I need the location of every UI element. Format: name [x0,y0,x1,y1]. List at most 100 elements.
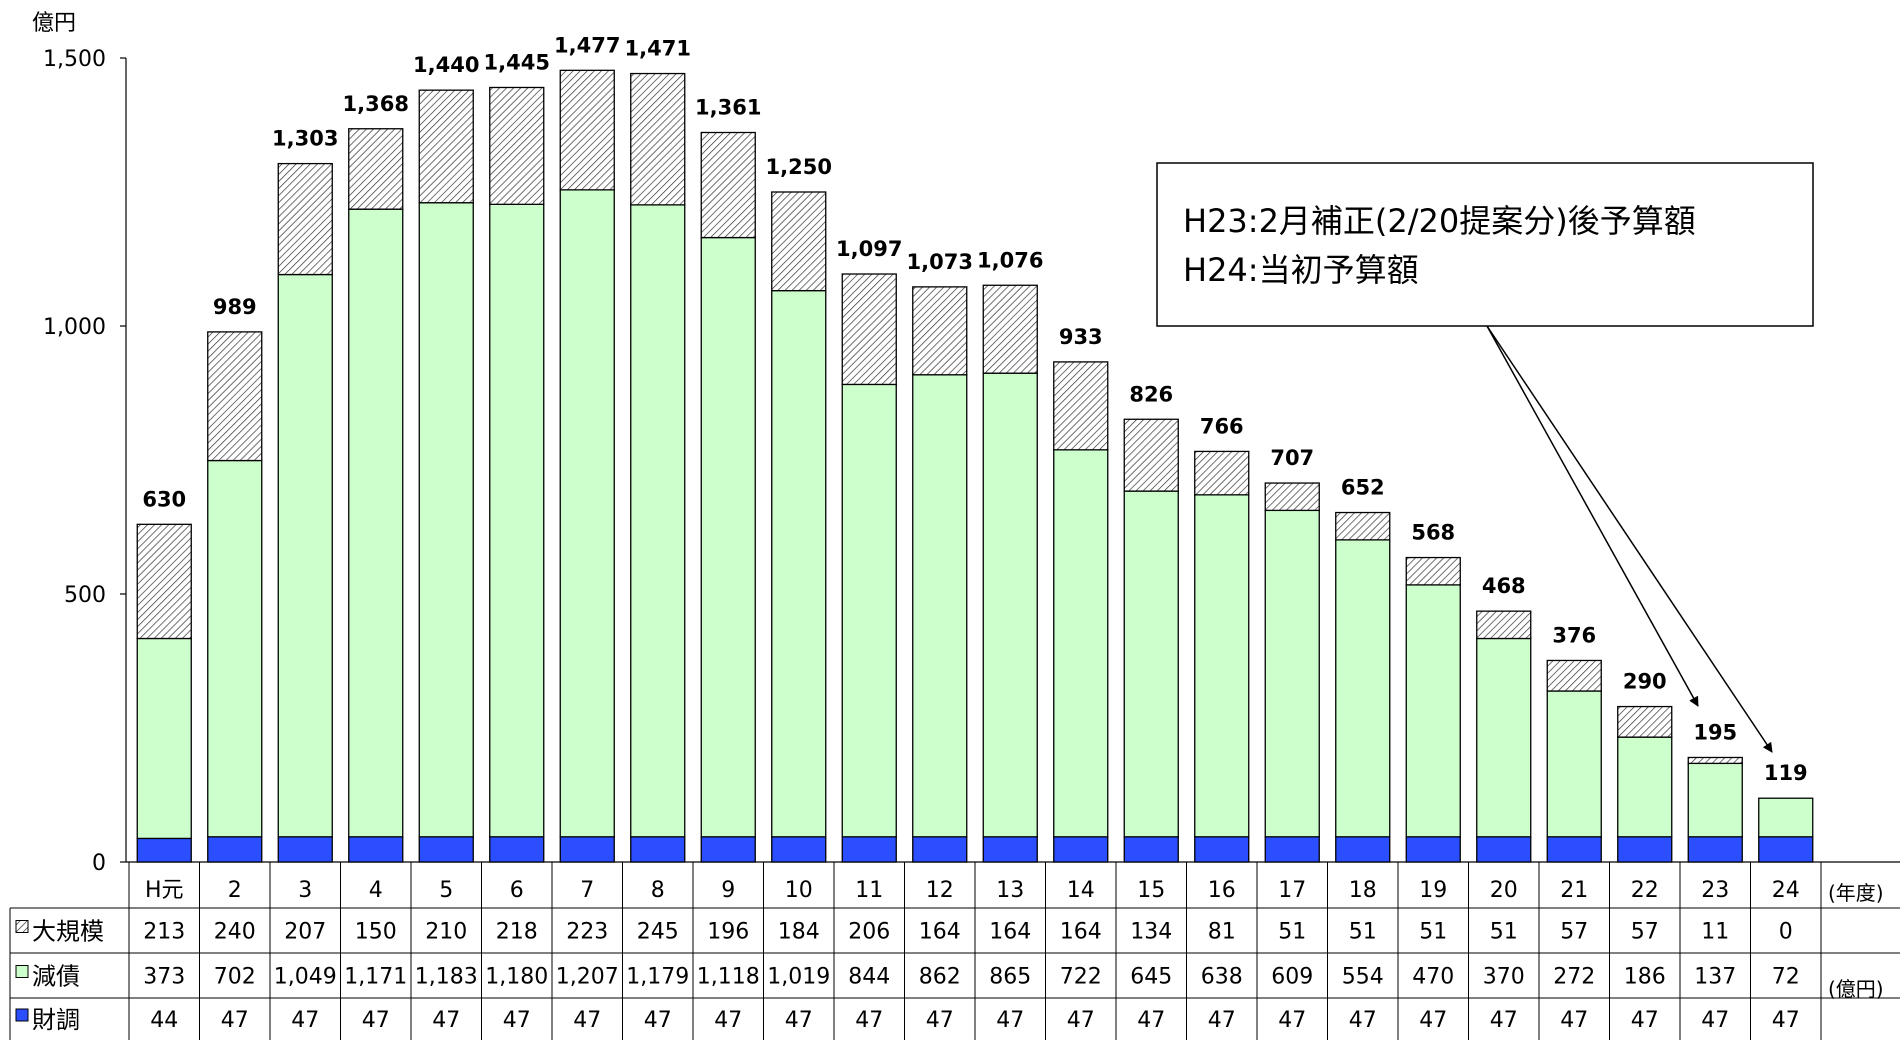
bar-segment-daikibo [1123,418,1179,492]
table-cell: 47 [1278,1008,1306,1033]
table-cell: 645 [1130,965,1172,990]
table-cell: 57 [1560,920,1588,945]
table-cell: 47 [291,1008,319,1033]
table-cell: 206 [848,920,890,945]
x-tick-label: 15 [1137,878,1165,903]
bar-segment-gensai [630,204,686,838]
table-cell: 272 [1553,965,1595,990]
total-label: 468 [1482,574,1526,598]
table-cell: 47 [573,1008,601,1033]
x-tick-label: 3 [298,878,312,903]
bar-segment-daikibo [348,128,404,210]
y-tick-label: 1,500 [43,47,106,72]
total-label: 1,477 [554,33,620,57]
bar-segment-daikibo [418,89,474,204]
x-tick-label: 11 [855,878,883,903]
data-table: H元 2 3 4 5 6 7 8 9 10 11 12 13 14 15 16 17 18 19 20 21 22 23 24… [9,862,1900,1040]
bar-segment-zaicho [1264,836,1320,863]
x-tick-label: 9 [721,878,735,903]
table-cell: 1,019 [767,965,830,990]
table-cell: 47 [926,1008,954,1033]
bar-segment-gensai [1264,509,1320,838]
bar-segment-gensai [559,189,615,838]
x-tick-label: 21 [1560,878,1588,903]
table-cell: 702 [214,965,256,990]
total-label: 630 [142,487,186,511]
x-tick-label: 13 [996,878,1024,903]
bar-segment-gensai [348,208,404,838]
x-tick-label: 14 [1067,878,1095,903]
x-tick-label: 20 [1490,878,1518,903]
table-cell: 47 [1490,1008,1518,1033]
y-tick-label: 500 [64,583,106,608]
table-cell: 213 [143,920,185,945]
y-tick-label: 0 [92,851,106,876]
table-cell: 51 [1349,920,1377,945]
bar-segment-gensai [771,289,827,838]
bar-segment-daikibo [1053,361,1109,451]
table-cell: 1,049 [274,965,337,990]
total-label: 766 [1200,414,1244,438]
table-cell: 47 [1067,1008,1095,1033]
table-cell: 47 [855,1008,883,1033]
bar-segment-gensai [841,383,897,838]
legend-marker [15,920,29,933]
table-cell: 57 [1631,920,1659,945]
total-label: 1,368 [343,92,409,116]
bar-segment-daikibo [1476,610,1532,640]
table-cell: 47 [503,1008,531,1033]
table-cell: 0 [1779,920,1793,945]
total-label: 195 [1693,720,1737,744]
bar-segment-zaicho [912,836,968,863]
table-cell: 47 [432,1008,460,1033]
table-cell: 47 [1419,1008,1447,1033]
table-cell: 638 [1201,965,1243,990]
table-cell: 51 [1419,920,1447,945]
bar-segment-daikibo [1405,556,1461,586]
total-label: 1,250 [766,155,832,179]
table-cell: 184 [778,920,820,945]
table-cell: 245 [637,920,679,945]
annotation: H23:2月補正(2/20提案分)後予算額 H24:当初予算額 [1156,162,1814,753]
total-label: 1,445 [484,50,550,74]
total-label: 652 [1341,476,1385,500]
bar-segment-gensai [1546,690,1602,838]
bar-segment-daikibo [1335,511,1391,541]
table-cell: 47 [996,1008,1024,1033]
y-unit-label: 億円 [32,11,76,36]
table-cell: 72 [1772,965,1800,990]
bar-segment-daikibo [841,273,897,386]
bar-segment-gensai [1617,736,1673,838]
bar-segment-zaicho [1758,836,1814,863]
bar-segment-daikibo [771,191,827,292]
table-cell: 47 [644,1008,672,1033]
x-tick-label: 10 [785,878,813,903]
bar-segment-daikibo [630,72,686,206]
bar-segment-gensai [1194,494,1250,838]
bar-segment-gensai [489,203,545,838]
x-tick-label: 4 [369,878,383,903]
bar-segment-zaicho [418,836,474,863]
x-tick-label: 17 [1278,878,1306,903]
annotation-arrow-24 [1486,325,1773,753]
table-cell: 862 [919,965,961,990]
bar-segment-zaicho [1053,836,1109,863]
table-row-label: 大規模 [32,918,104,946]
table-cell: 51 [1278,920,1306,945]
total-label: 1,076 [977,248,1043,272]
bar-segment-gensai [136,637,192,840]
table-row-label: 減債 [32,963,80,991]
table-cell: 370 [1483,965,1525,990]
y-tick-label: 1,000 [43,315,106,340]
table-row-label: 財調 [32,1006,80,1034]
table-cell: 609 [1271,965,1313,990]
x-tick-label: 12 [926,878,954,903]
bar-segment-zaicho [841,836,897,863]
table-cell: 1,118 [697,965,760,990]
table-cell: 210 [425,920,467,945]
x-tick-label: 8 [651,878,665,903]
bar-segment-daikibo [1617,705,1673,738]
total-label: 1,471 [625,37,691,61]
